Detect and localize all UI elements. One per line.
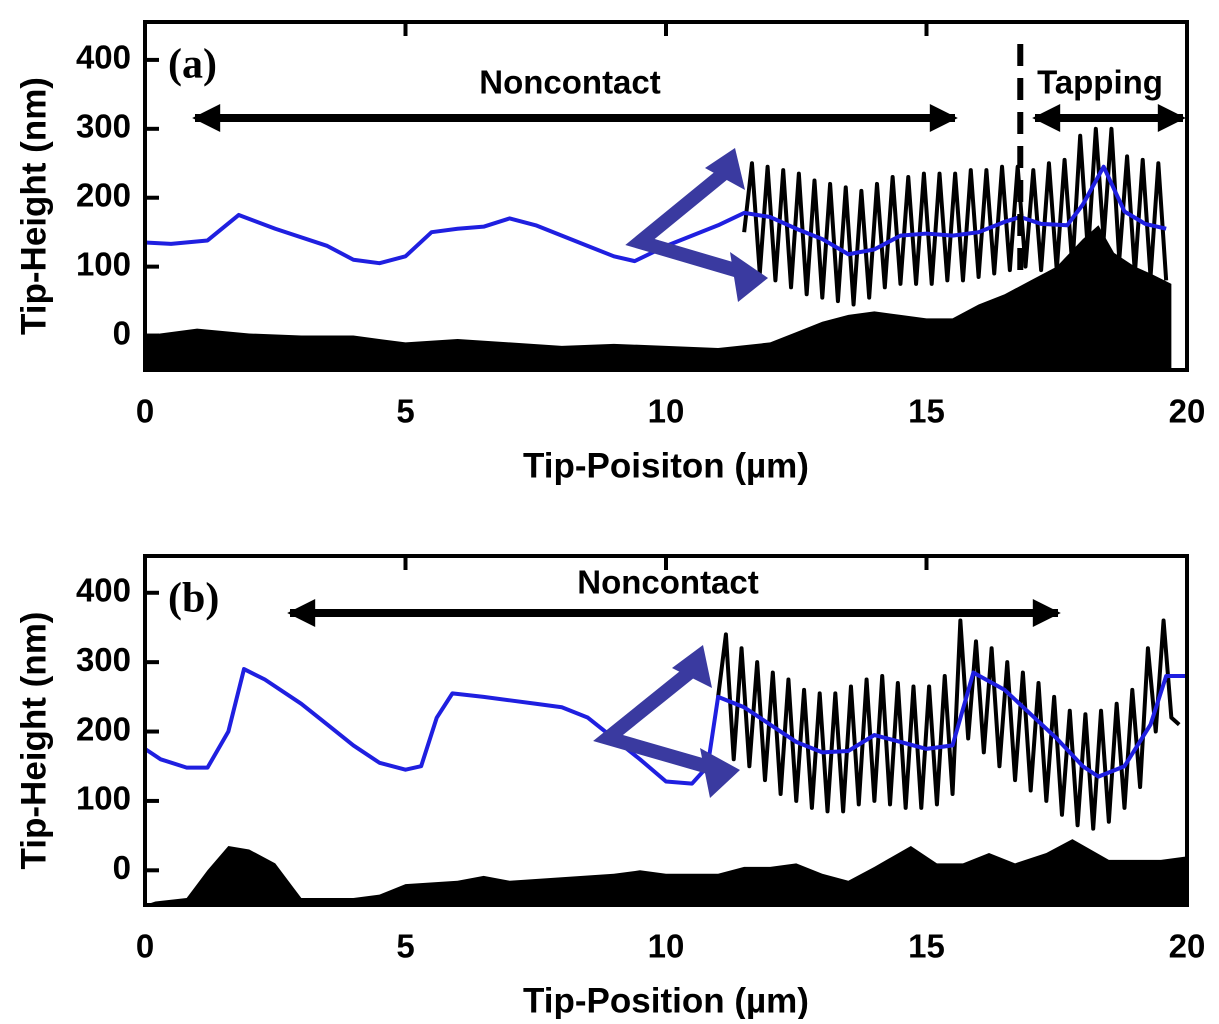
regime-label: Noncontact [479,64,661,101]
y-tick-label: 200 [76,710,131,747]
annotation-arrows [192,104,1186,798]
regime-label: Tapping [1037,64,1163,101]
surface-area [145,839,1187,905]
plot-frame [143,554,1189,907]
panel-label: (a) [168,42,217,88]
x-axis-title: Tip-Poisiton (µm) [523,446,809,485]
y-tick-label: 400 [76,39,131,76]
x-tick-label: 0 [136,393,154,430]
regime-label: Noncontact [577,564,759,601]
y-tick-label: 100 [76,245,131,282]
y-tick-label: 0 [113,849,131,886]
pointer-head [705,148,745,190]
pointer-head [672,645,712,688]
trace-line [143,667,1187,786]
x-tick-label: 5 [396,928,414,965]
y-axis-title: Tip-Height (nm) [14,612,53,870]
trace-line [716,618,1181,831]
x-tick-label: 15 [908,928,945,965]
x-tick-label: 10 [648,393,685,430]
x-tick-label: 5 [396,393,414,430]
y-tick-label: 300 [76,641,131,678]
x-tick-label: 20 [1169,393,1206,430]
pointer-head [700,748,740,798]
surface-area [145,225,1172,370]
y-tick-label: 400 [76,571,131,608]
y-tick-label: 200 [76,176,131,213]
x-tick-label: 0 [136,928,154,965]
y-tick-label: 100 [76,780,131,817]
pointer-b [593,662,714,775]
x-tick-label: 20 [1169,928,1206,965]
trace-line [144,164,1167,266]
y-tick-label: 300 [76,108,131,145]
x-axis-title: Tip-Position (µm) [523,981,809,1019]
x-tick-label: 15 [908,393,945,430]
pointer-head [730,252,768,302]
y-tick-label: 0 [113,314,131,351]
pointer-a [625,164,744,279]
y-axis-title: Tip-Height (nm) [14,77,53,335]
panel-label: (b) [168,576,219,622]
x-tick-label: 10 [648,928,685,965]
